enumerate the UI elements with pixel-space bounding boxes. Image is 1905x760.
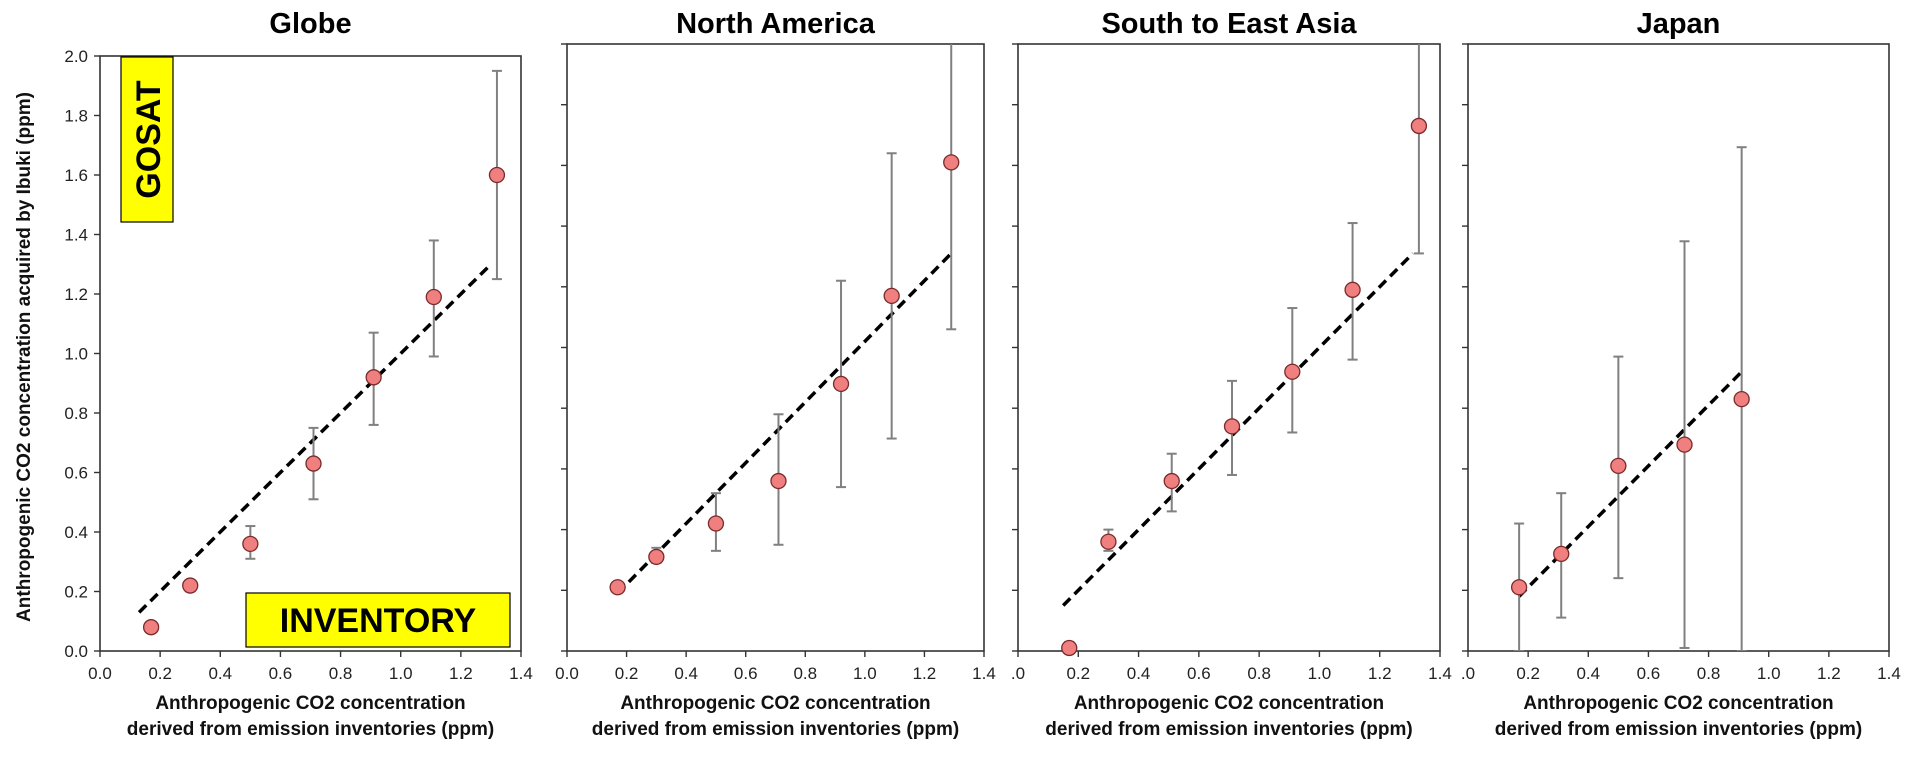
x-axis-label: derived from emission inventories (ppm)	[592, 719, 959, 740]
x-axis-label: Anthropogenic CO2 concentration	[1074, 693, 1384, 714]
data-point	[1061, 639, 1078, 657]
data-point	[648, 548, 665, 566]
x-tick-label: 0.2	[615, 664, 639, 683]
x-axis-label: Anthropogenic CO2 concentration	[1523, 693, 1833, 714]
data-point	[1510, 579, 1528, 596]
data-point	[883, 287, 900, 305]
data-point	[1733, 390, 1750, 408]
error-bar	[1413, 44, 1424, 255]
inventory-badge-text: INVENTORY	[280, 602, 477, 640]
plot-frame	[566, 43, 985, 652]
chart-title: North America	[676, 8, 876, 40]
data-point	[943, 154, 960, 171]
y-tick-label: 1.8	[64, 107, 88, 126]
plot-frame	[1017, 43, 1441, 652]
data-point	[1344, 281, 1361, 298]
fit-line	[137, 263, 493, 614]
error-bar	[946, 44, 957, 331]
data-point	[832, 375, 850, 393]
x-tick-label: 0.6	[734, 664, 758, 683]
x-tick-label: 0.2	[1066, 664, 1090, 683]
fit-line	[616, 252, 953, 595]
x-tick-label: .0	[1011, 664, 1025, 683]
x-axis-label: derived from emission inventories (ppm)	[1495, 719, 1862, 740]
x-tick-label: 0.8	[329, 664, 353, 683]
data-point	[1100, 533, 1117, 550]
x-tick-label: 0.4	[208, 664, 232, 683]
fit-line	[1517, 370, 1743, 598]
data-point	[707, 515, 725, 532]
y-tick-label: 0.2	[64, 583, 88, 602]
y-tick-label: 0.8	[64, 404, 88, 423]
x-tick-label: 0.8	[1697, 664, 1721, 683]
x-tick-label: 1.2	[449, 664, 473, 683]
data-point	[142, 619, 160, 636]
data-point	[1676, 436, 1693, 453]
x-tick-label: 1.4	[1428, 664, 1452, 683]
x-axis-label: derived from emission inventories (ppm)	[127, 719, 494, 740]
x-tick-label: 0.4	[1576, 664, 1600, 683]
x-tick-label: 1.2	[1817, 664, 1841, 683]
chart-title: Globe	[269, 8, 351, 40]
x-tick-label: 1.4	[509, 664, 533, 683]
data-point	[770, 472, 787, 490]
data-point	[1223, 418, 1241, 435]
x-tick-label: 1.0	[1757, 664, 1781, 683]
x-tick-label: 0.4	[674, 664, 698, 683]
data-point	[488, 166, 506, 184]
y-tick-label: 2.0	[64, 47, 88, 66]
y-tick-label: 0.4	[64, 523, 88, 542]
x-tick-label: 1.2	[913, 664, 937, 683]
x-tick-label: 1.4	[972, 664, 996, 683]
x-axis-label: Anthropogenic CO2 concentration	[155, 693, 465, 714]
data-point	[365, 369, 382, 386]
data-point	[1410, 117, 1428, 135]
y-tick-label: 0.6	[64, 464, 88, 483]
y-tick-label: 1.2	[64, 285, 88, 304]
data-point	[609, 579, 626, 596]
x-tick-label: 0.6	[1187, 664, 1211, 683]
x-tick-label: 0.8	[793, 664, 817, 683]
x-tick-label: 0.6	[1637, 664, 1661, 683]
x-tick-label: 0.6	[269, 664, 293, 683]
data-point	[305, 455, 322, 472]
data-point	[425, 288, 442, 306]
x-axis-label: Anthropogenic CO2 concentration	[620, 693, 930, 714]
x-tick-label: 1.0	[853, 664, 877, 683]
chart-title: South to East Asia	[1101, 8, 1357, 40]
x-tick-label: 1.0	[1308, 664, 1332, 683]
x-tick-label: 1.2	[1368, 664, 1392, 683]
x-tick-label: 0.2	[148, 664, 172, 683]
x-tick-label: 1.4	[1877, 664, 1901, 683]
x-tick-label: 0.4	[1127, 664, 1151, 683]
data-point	[182, 577, 199, 594]
data-point	[242, 535, 259, 553]
x-tick-label: 0.0	[88, 664, 112, 683]
chart-title: Japan	[1637, 8, 1721, 40]
y-axis-label: Anthropogenic CO2 concentration acquired…	[14, 92, 35, 622]
data-point	[1163, 472, 1180, 490]
x-axis-label: derived from emission inventories (ppm)	[1045, 719, 1412, 740]
data-point	[1553, 545, 1570, 563]
gosat-badge-text: GOSAT	[130, 80, 168, 199]
x-tick-label: .0	[1461, 664, 1475, 683]
y-tick-label: 1.6	[64, 166, 88, 185]
plot-frame	[1467, 43, 1890, 652]
y-tick-label: 1.4	[64, 226, 88, 245]
x-tick-label: 1.0	[389, 664, 413, 683]
data-point	[1610, 457, 1627, 475]
x-tick-label: 0.0	[555, 664, 579, 683]
y-tick-label: 0.0	[64, 642, 88, 661]
data-point	[1284, 363, 1301, 380]
x-tick-label: 0.8	[1247, 664, 1271, 683]
y-tick-label: 1.0	[64, 345, 88, 364]
inventory-badge	[245, 592, 511, 648]
x-tick-label: 0.2	[1516, 664, 1540, 683]
gosat-badge	[120, 56, 174, 223]
